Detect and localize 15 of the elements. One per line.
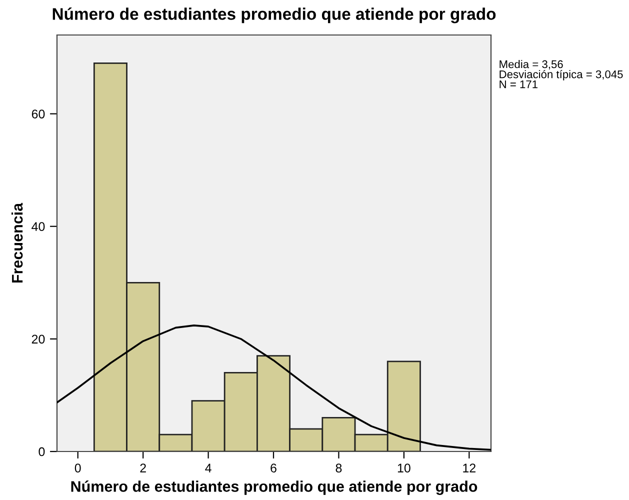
text: Media = 3,56 Desviación típica = 3,045 N = 171 [500, 60, 623, 88]
x-tick-label: 12 [463, 464, 476, 472]
x-tick-label: 2 [140, 464, 146, 472]
y-tick-label: 60 [32, 110, 45, 118]
chart-title: Número de estudiantes promedio que atiende por grado [52, 8, 496, 24]
y-tick-label: 0 [38, 447, 45, 456]
x-tick-label: 4 [205, 464, 212, 472]
x-tick-label: 10 [398, 464, 410, 472]
y-tick-label: 40 [32, 222, 45, 232]
x-tick-label: 8 [336, 464, 342, 472]
y-tick-label: 20 [32, 334, 45, 344]
x-axis-title: Número de estudiantes promedio que atiende por grado [71, 480, 478, 495]
x-tick-label: 6 [270, 464, 276, 472]
y-axis-title: Frecuencia [11, 202, 23, 283]
x-tick-label: 0 [74, 464, 81, 472]
